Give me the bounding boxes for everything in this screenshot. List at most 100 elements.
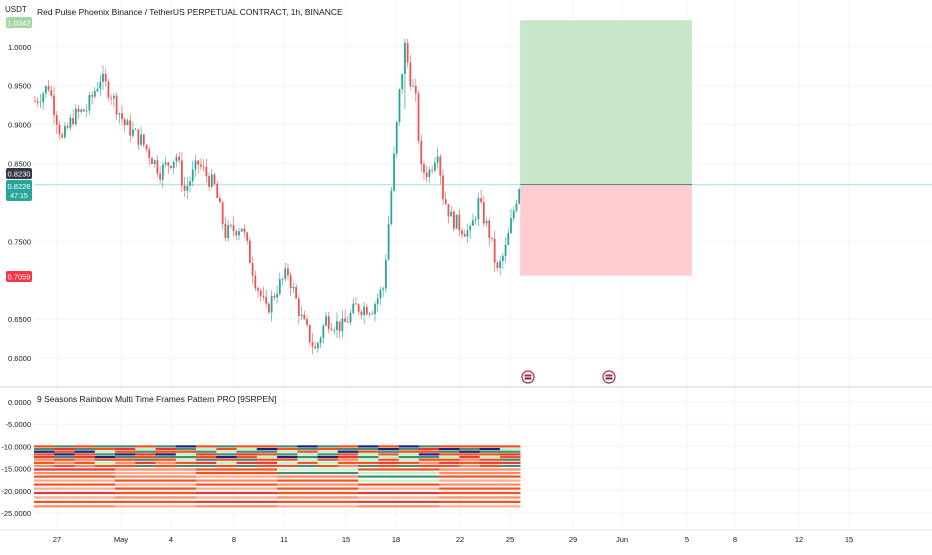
candle-body [384,259,387,289]
indicator-band-segment [196,496,217,499]
indicator-band-segment [317,447,339,451]
price-tick-label: 0.8500 [8,160,31,169]
indicator-band-segment [115,496,136,499]
indicator-band-segment [479,453,501,456]
candle-body [156,160,159,174]
candle-body [452,211,455,229]
candle-body [132,129,134,136]
candle-body [194,160,197,170]
indicator-band-segment [297,479,318,482]
event-markers[interactable] [521,370,616,384]
indicator-band-segment [337,468,359,471]
profit-zone[interactable] [520,20,692,185]
indicator-band-segment [135,464,156,468]
indicator-band-segment [398,464,420,468]
candle-body [477,197,480,220]
candle-body [243,228,246,233]
indicator-band-segment [439,496,460,499]
indicator-band-segment [135,458,156,461]
candle-body [469,225,472,231]
indicator-band-segment [439,445,460,448]
indicator-band-segment [155,461,177,464]
indicator-axis[interactable]: 0.0000 -5.0000 -10.0000 -15.0000 -20.0000 -25… [1,398,31,518]
candle-body [129,120,132,136]
indicator-band-segment [499,458,521,461]
indicator-band-segment [418,461,440,464]
time-axis[interactable]: 27 May 4 8 11 15 18 22 25 29 Jun 5 8 12 15 [53,535,853,544]
candle-body [265,296,268,304]
candle-body [363,306,366,316]
indicator-band-segment [34,491,55,495]
indicator-band-segment [418,468,440,471]
indicator-tick-label: -15.0000 [1,465,31,474]
candle-body [205,166,208,177]
candle-body [189,181,191,186]
indicator-band-segment [54,464,75,468]
indicator-band-segment [155,453,177,456]
indicator-band-segment [378,453,399,456]
indicator-band-segment [398,496,420,499]
candle-body [423,164,425,173]
position-zones[interactable] [34,20,932,276]
earnings-flag-icon[interactable] [521,370,535,384]
indicator-band-segment [216,475,237,478]
indicator-band-segment [459,491,480,495]
candle-body [319,337,322,344]
indicator-band-segment [54,471,75,475]
indicator-band-segment [317,471,339,475]
indicator-band-segment [94,475,116,478]
indicator-band-segment [479,450,501,453]
indicator-band-segment [155,455,177,459]
candle-body [270,295,273,313]
indicator-band-segment [459,453,480,456]
indicator-band-segment [94,455,116,459]
candle-body [77,108,80,112]
candle-body [515,203,518,211]
candle-body [306,319,308,325]
earnings-flag-icon[interactable] [602,370,616,384]
candle-body [376,298,379,305]
loss-zone[interactable] [520,184,692,276]
price-axis[interactable]: USDT 1.0000 0.9500 0.9000 0.8500 0.7500 0.650… [5,5,31,363]
indicator-band-segment [499,475,521,478]
indicator-band-segment [297,491,318,495]
indicator-band-segment [277,450,298,453]
candle-body [442,175,444,200]
indicator-band-segment [378,475,399,478]
indicator-band-segment [115,505,136,508]
indicator-band-segment [135,496,156,499]
indicator-band-segment [74,458,96,461]
indicator-band-segment [256,471,278,475]
indicator-band-segment [398,461,420,464]
indicator-band-segment [378,479,399,482]
indicator-band-segment [479,505,501,508]
indicator-band-segment [94,491,116,495]
indicator-tick-label: -10.0000 [1,442,31,451]
indicator-band-segment [34,468,55,471]
candle-body [447,204,450,217]
candle-body [246,232,249,241]
indicator-band-segment [54,455,75,459]
indicator-band-segment [358,496,379,499]
indicator-band-segment [175,475,197,478]
indicator-band-segment [337,450,359,453]
indicator-band-segment [398,445,420,448]
candle-body [224,223,227,239]
indicator-band-segment [337,447,359,451]
indicator-band-segment [317,450,339,453]
candle-body [251,263,254,276]
candles-layer[interactable] [34,38,521,355]
indicator-band-segment [479,455,501,459]
indicator-band-segment [277,491,298,495]
indicator-band-segment [94,483,116,486]
candle-body [123,119,126,126]
indicator-band-segment [155,479,177,482]
indicator-band-segment [74,496,96,499]
indicator-band-segment [398,458,420,461]
candle-body [308,324,311,343]
indicator-band-segment [135,491,156,495]
indicator-band-segment [236,496,258,499]
indicator-band-segment [459,447,480,451]
